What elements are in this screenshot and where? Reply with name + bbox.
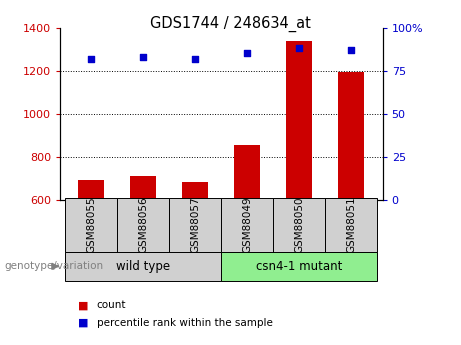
Text: count: count bbox=[97, 300, 126, 310]
Point bbox=[140, 54, 147, 60]
Bar bbox=[182, 182, 208, 200]
Point bbox=[243, 51, 251, 56]
Bar bbox=[325, 198, 378, 252]
Text: genotype/variation: genotype/variation bbox=[5, 262, 104, 271]
Text: GSM88050: GSM88050 bbox=[295, 197, 304, 253]
Text: ■: ■ bbox=[78, 318, 89, 327]
Point bbox=[192, 56, 199, 61]
Text: ■: ■ bbox=[78, 300, 89, 310]
Bar bbox=[221, 252, 378, 281]
Text: percentile rank within the sample: percentile rank within the sample bbox=[97, 318, 273, 327]
Point bbox=[348, 47, 355, 53]
Text: GSM88049: GSM88049 bbox=[242, 197, 252, 254]
Bar bbox=[78, 180, 104, 200]
Text: GDS1744 / 248634_at: GDS1744 / 248634_at bbox=[150, 16, 311, 32]
Bar bbox=[65, 252, 221, 281]
Bar bbox=[221, 198, 273, 252]
Bar bbox=[130, 176, 156, 200]
Bar bbox=[117, 198, 169, 252]
Text: GSM88057: GSM88057 bbox=[190, 197, 200, 254]
Point bbox=[88, 56, 95, 61]
Bar bbox=[273, 198, 325, 252]
Text: GSM88056: GSM88056 bbox=[138, 197, 148, 254]
Bar bbox=[234, 145, 260, 200]
Bar bbox=[338, 72, 364, 200]
Bar bbox=[65, 198, 117, 252]
Bar bbox=[169, 198, 221, 252]
Text: wild type: wild type bbox=[116, 260, 170, 273]
Text: csn4-1 mutant: csn4-1 mutant bbox=[256, 260, 343, 273]
Text: GSM88055: GSM88055 bbox=[86, 197, 96, 254]
Bar bbox=[286, 41, 313, 200]
Text: GSM88051: GSM88051 bbox=[346, 197, 356, 254]
Point bbox=[296, 46, 303, 51]
